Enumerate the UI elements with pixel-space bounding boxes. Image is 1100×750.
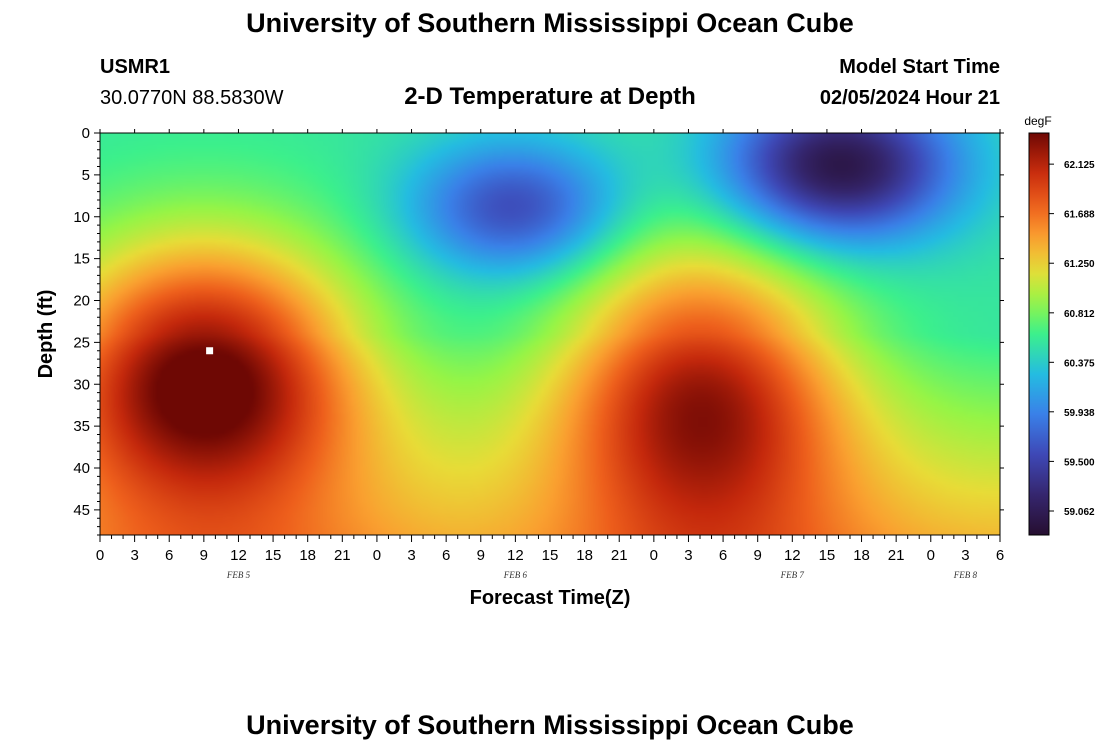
axes: 0 3 6 9 12 15 18 21 0 3 6 9 12 15 18 21 0 3 6 9 12 15 18 21 0 3 6 F…	[73, 125, 1004, 580]
heatmap-image	[100, 133, 1000, 535]
location-marker	[206, 347, 214, 355]
x-tick-label: 21	[334, 547, 351, 564]
x-tick-label: 9	[477, 547, 485, 564]
page-title-bottom: University of Southern Mississippi Ocean…	[246, 710, 854, 740]
model-start-value: 02/05/2024 Hour 21	[819, 87, 1000, 109]
page-title: University of Southern Mississippi Ocean…	[246, 8, 854, 38]
x-tick-label: 3	[130, 547, 138, 564]
colorbar-tick-label: 59.500	[1064, 457, 1095, 468]
colorbar-tick-label: 59.938	[1064, 408, 1095, 419]
x-tick-label: 9	[754, 547, 762, 564]
colorbar-tick-label: 60.812	[1064, 309, 1095, 320]
x-tick-label: 0	[927, 547, 935, 564]
x-tick-label: 3	[684, 547, 692, 564]
x-axis-title: Forecast Time(Z)	[470, 587, 631, 609]
colorbar-tick-label: 61.688	[1064, 210, 1095, 221]
x-tick-label: 12	[784, 547, 801, 564]
x-tick-label: 3	[961, 547, 969, 564]
y-tick-label: 45	[73, 502, 90, 519]
date-label: FEB 8	[953, 570, 978, 580]
chart-svg: 0 3 6 9 12 15 18 21 0 3 6 9 12 15 18 21 0 3 6 9 12 15 18 21 0 3 6 F…	[35, 114, 1095, 609]
y-tick-label: 20	[73, 293, 90, 310]
colorbar-tick-label: 62.125	[1064, 160, 1095, 171]
y-tick-label: 35	[73, 418, 90, 435]
date-label: FEB 6	[503, 570, 528, 580]
date-label: FEB 5	[226, 570, 251, 580]
x-tick-label: 21	[611, 547, 628, 564]
x-tick-label: 18	[299, 547, 316, 564]
y-tick-label: 40	[73, 460, 90, 477]
x-tick-label: 18	[576, 547, 593, 564]
x-tick-label: 6	[165, 547, 173, 564]
x-tick-label: 21	[888, 547, 905, 564]
y-tick-label: 25	[73, 334, 90, 351]
y-tick-label: 30	[73, 376, 90, 393]
station-id: USMR1	[100, 56, 171, 78]
x-tick-label: 15	[819, 547, 836, 564]
colorbar: 62.125 61.688 61.250 60.812 60.375 59.938 59.5…	[1028, 132, 1095, 536]
x-tick-label: 6	[442, 547, 450, 564]
y-tick-label: 15	[73, 251, 90, 268]
x-tick-label: 0	[96, 547, 104, 564]
y-axis-title: Depth (ft)	[35, 290, 57, 379]
x-tick-label: 6	[996, 547, 1004, 564]
x-tick-label: 12	[507, 547, 524, 564]
date-label: FEB 7	[780, 570, 805, 580]
y-tick-label: 10	[73, 209, 90, 226]
x-tick-label: 3	[407, 547, 415, 564]
station-coordinates: 30.0770N 88.5830W	[100, 87, 284, 109]
x-tick-label: 6	[719, 547, 727, 564]
x-tick-label: 0	[650, 547, 658, 564]
colorbar-unit: degF	[1024, 114, 1051, 128]
x-tick-label: 15	[542, 547, 559, 564]
colorbar-gradient	[1028, 132, 1050, 536]
heatmap-plot	[100, 133, 1000, 535]
colorbar-tick-label: 60.375	[1064, 358, 1095, 369]
x-tick-label: 0	[373, 547, 381, 564]
x-tick-label: 18	[853, 547, 870, 564]
model-start-label: Model Start Time	[839, 56, 1000, 78]
y-tick-label: 0	[82, 125, 90, 142]
y-tick-label: 5	[82, 167, 90, 184]
colorbar-tick-label: 59.062	[1064, 507, 1095, 518]
x-tick-label: 9	[200, 547, 208, 564]
colorbar-tick-label: 61.250	[1064, 259, 1095, 270]
x-tick-label: 12	[230, 547, 247, 564]
chart-subtitle: 2-D Temperature at Depth	[404, 83, 696, 110]
x-tick-label: 15	[265, 547, 282, 564]
